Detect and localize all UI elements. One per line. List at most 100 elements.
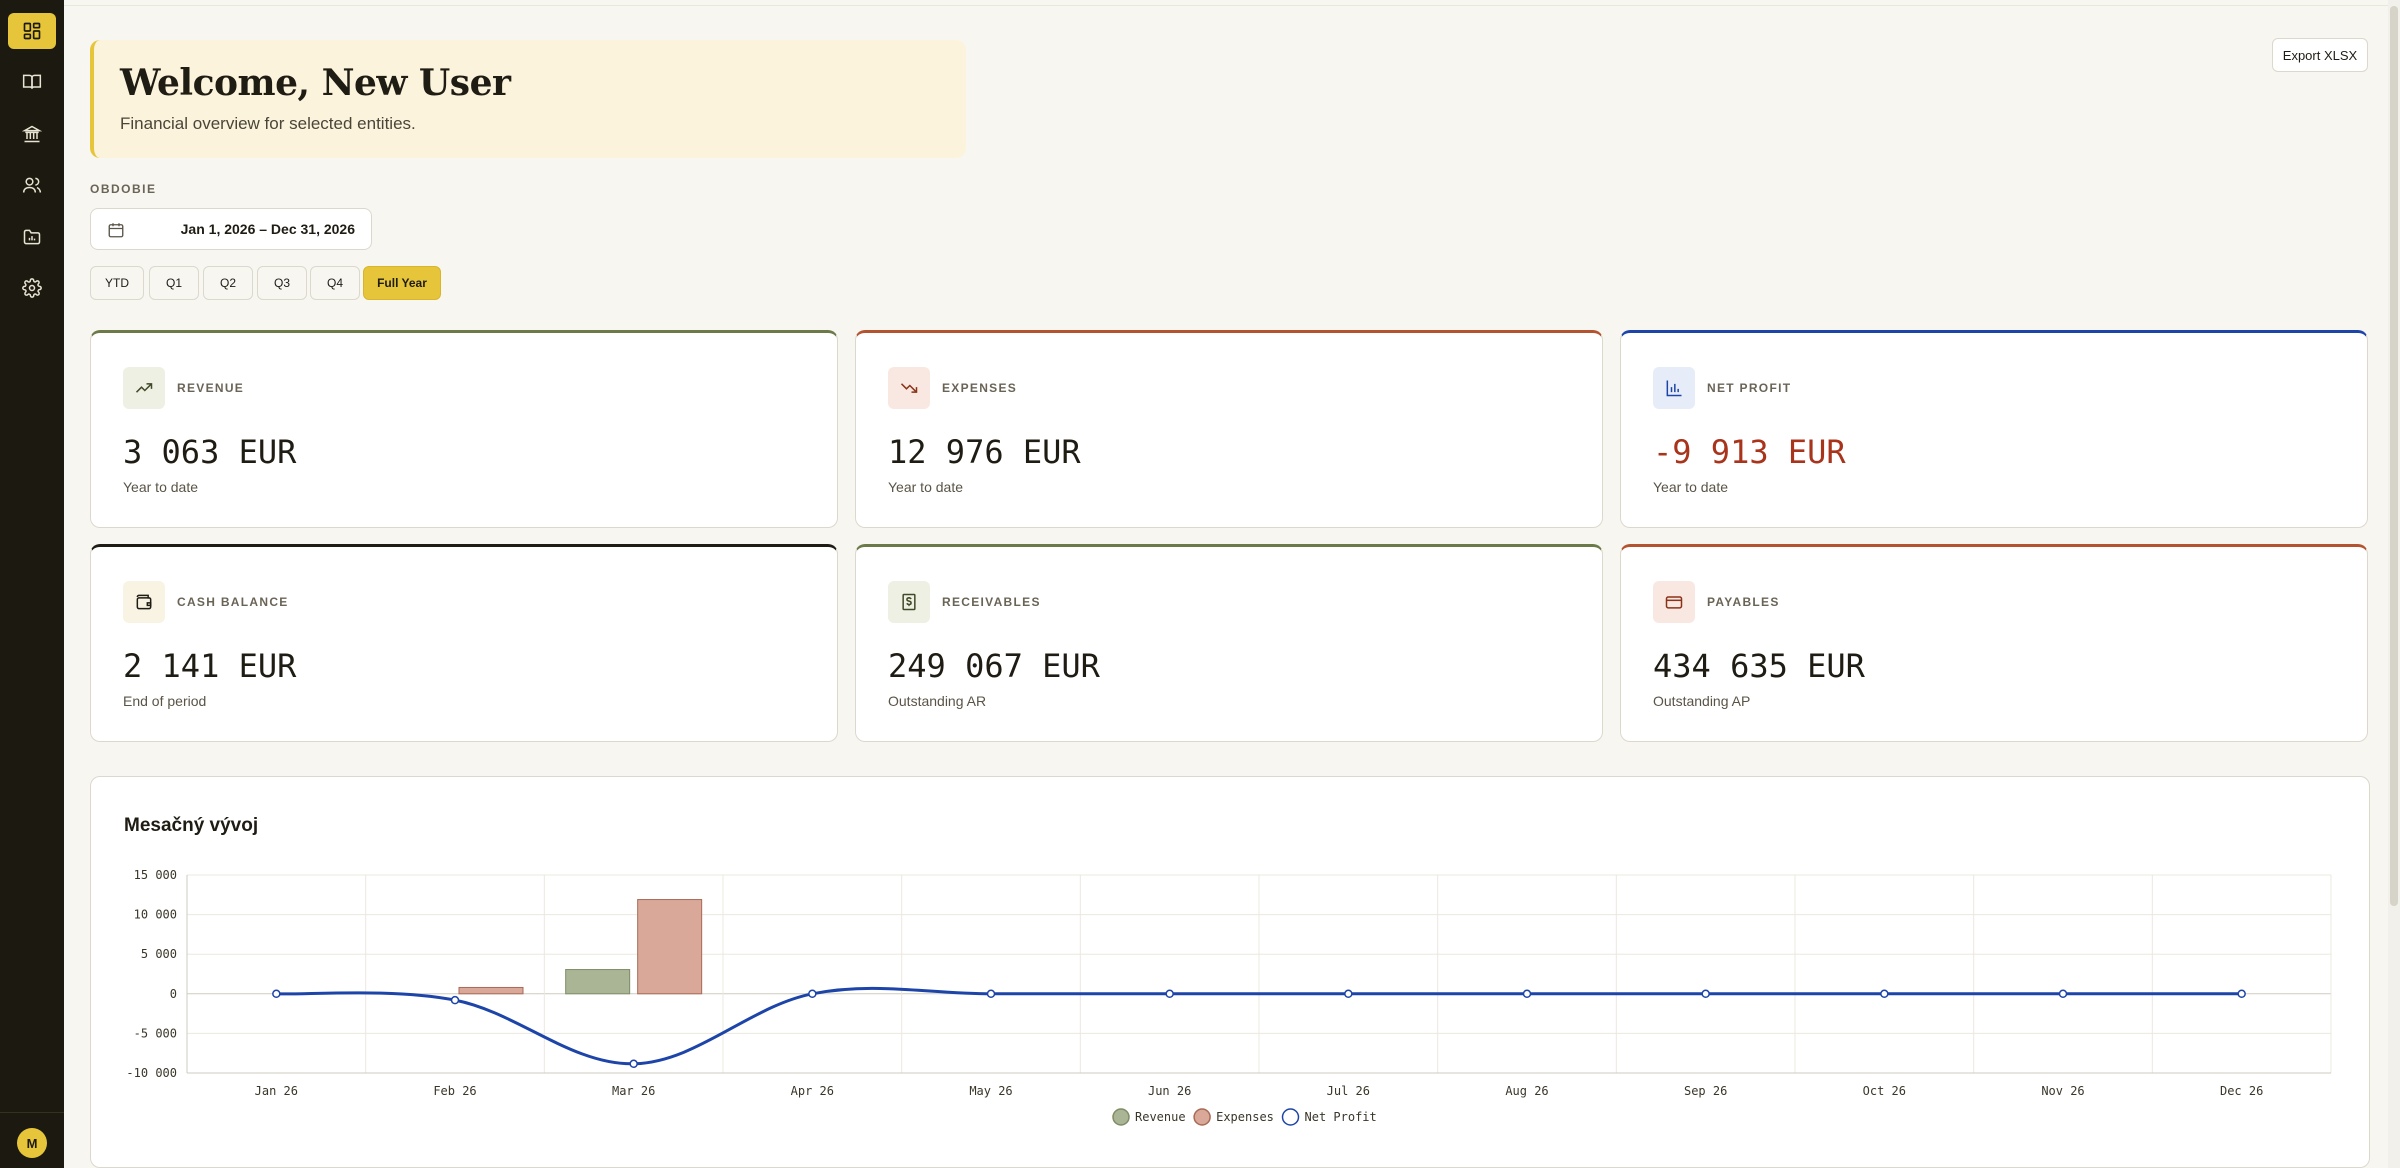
x-tick-label: Jan 26 bbox=[255, 1084, 298, 1098]
dollar-receipt-icon bbox=[902, 593, 916, 611]
folder-chart-icon bbox=[23, 229, 41, 245]
net-profit-point bbox=[1165, 989, 1174, 999]
nav-reports[interactable] bbox=[8, 219, 56, 255]
net-profit-point bbox=[450, 995, 460, 1005]
legend-swatch bbox=[1281, 1108, 1300, 1126]
nav-journal[interactable] bbox=[8, 64, 56, 100]
net-profit-sub: Year to date bbox=[1653, 479, 1728, 495]
revenue-icon-box bbox=[123, 367, 165, 409]
receivables-value: 249 067 EUR bbox=[888, 647, 1100, 685]
bar-chart-icon bbox=[1666, 380, 1682, 397]
scrollbar-thumb[interactable] bbox=[2390, 6, 2398, 906]
y-tick-label: 10 000 bbox=[134, 908, 177, 922]
receivables-icon-box bbox=[888, 581, 930, 623]
bank-icon bbox=[22, 125, 42, 143]
scrollbar[interactable] bbox=[2388, 0, 2400, 1168]
expenses-label: EXPENSES bbox=[942, 381, 1018, 395]
net-profit-point bbox=[808, 989, 817, 999]
user-avatar[interactable]: M bbox=[17, 1128, 47, 1158]
receivables-sub: Outstanding AR bbox=[888, 693, 987, 709]
x-tick-label: Oct 26 bbox=[1863, 1084, 1906, 1098]
welcome-banner: Welcome, New User Financial overview for… bbox=[90, 40, 966, 158]
page-subtitle: Financial overview for selected entities… bbox=[120, 114, 416, 133]
y-tick-label: -5 000 bbox=[134, 1026, 177, 1040]
receivables-card: RECEIVABLES 249 067 EUR Outstanding AR bbox=[855, 544, 1603, 742]
y-tick-label: 0 bbox=[170, 987, 177, 1001]
revenue-card: REVENUE 3 063 EUR Year to date bbox=[90, 330, 838, 528]
expenses-sub: Year to date bbox=[888, 479, 963, 495]
y-tick-label: 5 000 bbox=[141, 947, 177, 961]
users-icon bbox=[22, 177, 42, 193]
net-profit-icon-box bbox=[1653, 367, 1695, 409]
legend-label: Revenue bbox=[1135, 1110, 1186, 1124]
gear-icon bbox=[22, 278, 42, 298]
net-profit-point bbox=[1522, 989, 1532, 999]
top-border bbox=[64, 5, 2400, 6]
nav-settings[interactable] bbox=[8, 270, 56, 306]
net-profit-line bbox=[276, 986, 2242, 1066]
x-tick-label: Sep 26 bbox=[1684, 1084, 1727, 1098]
cash-balance-label: CASH BALANCE bbox=[177, 595, 289, 609]
net-profit-card: NET PROFIT -9 913 EUR Year to date bbox=[1620, 330, 2368, 528]
book-icon bbox=[22, 74, 42, 89]
payables-icon-box bbox=[1653, 581, 1695, 623]
quick-full-year-button[interactable]: Full Year bbox=[363, 266, 441, 300]
net-profit-point bbox=[2058, 989, 2068, 999]
y-tick-label: -10 000 bbox=[126, 1066, 177, 1080]
date-range-picker[interactable]: Jan 1, 2026 – Dec 31, 2026 bbox=[90, 208, 372, 250]
chart-title: Mesačný vývoj bbox=[124, 815, 259, 836]
net-profit-point bbox=[986, 989, 996, 999]
revenue-sub: Year to date bbox=[123, 479, 198, 495]
x-tick-label: Nov 26 bbox=[2041, 1084, 2084, 1098]
payables-label: PAYABLES bbox=[1707, 595, 1780, 609]
cash-balance-sub: End of period bbox=[123, 693, 207, 709]
y-tick-label: 15 000 bbox=[134, 868, 177, 882]
net-profit-point bbox=[2237, 989, 2246, 999]
sidebar: M bbox=[0, 0, 64, 1168]
trending-up-icon bbox=[135, 383, 153, 393]
page-title: Welcome, New User bbox=[120, 62, 511, 104]
monthly-chart: 15 000 10 000 5 000 0 -5 000 -10 000 Jan 26 Feb… bbox=[126, 868, 2332, 1126]
legend-swatch bbox=[1193, 1108, 1211, 1126]
wallet-icon bbox=[136, 594, 152, 610]
x-tick-label: Jul 26 bbox=[1327, 1084, 1370, 1098]
x-tick-label: Jun 26 bbox=[1148, 1084, 1191, 1098]
x-tick-label: May 26 bbox=[969, 1084, 1012, 1098]
quick-ytd-button[interactable]: YTD bbox=[90, 266, 144, 300]
net-profit-label: NET PROFIT bbox=[1707, 381, 1792, 395]
date-range-value: Jan 1, 2026 – Dec 31, 2026 bbox=[180, 221, 355, 237]
payables-card: PAYABLES 434 635 EUR Outstanding AP bbox=[1620, 544, 2368, 742]
legend-label: Expenses bbox=[1216, 1110, 1274, 1124]
net-profit-point bbox=[629, 1059, 638, 1069]
nav-bank[interactable] bbox=[8, 116, 56, 152]
expenses-bar bbox=[458, 986, 524, 995]
monthly-chart-card: Mesačný vývoj 15 000 10 000 5 000 0 -5 000 -1… bbox=[90, 776, 2370, 1168]
sidebar-divider bbox=[0, 1112, 64, 1113]
nav-contacts[interactable] bbox=[8, 167, 56, 203]
expenses-value: 12 976 EUR bbox=[888, 433, 1081, 471]
net-profit-point bbox=[1880, 989, 1889, 999]
legend-swatch bbox=[1112, 1108, 1130, 1126]
cash-balance-card: CASH BALANCE 2 141 EUR End of period bbox=[90, 544, 838, 742]
quick-q1-button[interactable]: Q1 bbox=[149, 266, 199, 300]
net-profit-point bbox=[272, 989, 281, 999]
revenue-value: 3 063 EUR bbox=[123, 433, 297, 471]
quick-q2-button[interactable]: Q2 bbox=[203, 266, 253, 300]
quick-q3-button[interactable]: Q3 bbox=[257, 266, 307, 300]
x-tick-label: Mar 26 bbox=[612, 1084, 655, 1098]
net-profit-value: -9 913 EUR bbox=[1653, 433, 1846, 471]
export-xlsx-button[interactable]: Export XLSX bbox=[2272, 38, 2368, 72]
net-profit-point bbox=[1701, 989, 1710, 999]
x-tick-label: Aug 26 bbox=[1505, 1084, 1548, 1098]
x-tick-label: Dec 26 bbox=[2220, 1084, 2263, 1098]
nav-dashboard[interactable] bbox=[8, 13, 56, 49]
revenue-bar bbox=[565, 969, 631, 995]
trending-down-icon bbox=[900, 383, 918, 393]
expenses-bar bbox=[637, 899, 703, 995]
expenses-card: EXPENSES 12 976 EUR Year to date bbox=[855, 330, 1603, 528]
legend-label: Net Profit bbox=[1305, 1110, 1377, 1124]
quick-q4-button[interactable]: Q4 bbox=[310, 266, 360, 300]
net-profit-point bbox=[1344, 989, 1353, 999]
calendar-icon bbox=[108, 223, 124, 238]
expenses-icon-box bbox=[888, 367, 930, 409]
